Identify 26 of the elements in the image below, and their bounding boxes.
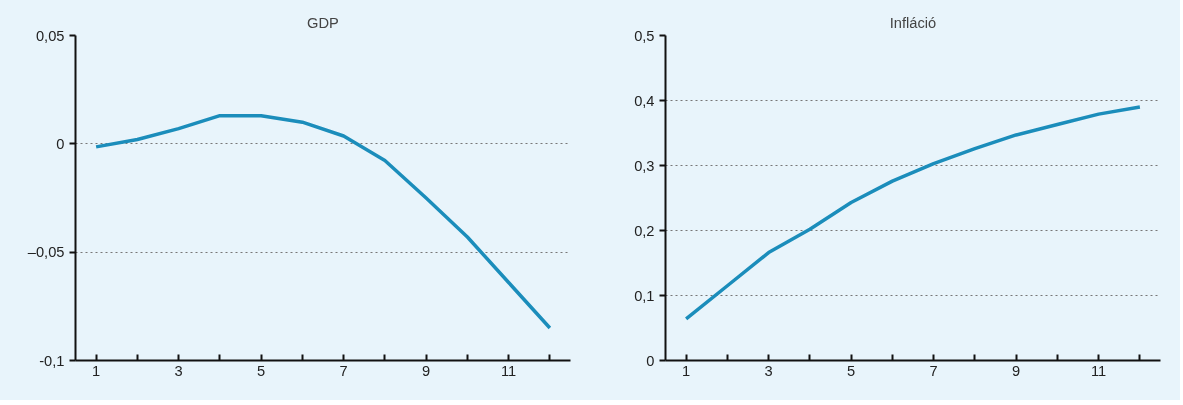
x-tick-label: 7 — [339, 362, 348, 379]
chart-title: GDP — [307, 14, 339, 31]
y-tick-label: 0 — [646, 352, 655, 369]
line-series — [94, 113, 552, 330]
y-tick-label: 0,4 — [634, 92, 655, 109]
chart-title: Infláció — [889, 14, 937, 31]
y-tick-label: -0,1 — [39, 352, 65, 369]
y-tick-label: 0 — [56, 135, 65, 152]
y-tick-label: –0,05 — [27, 244, 65, 261]
y-tick-label: 0,05 — [35, 27, 65, 44]
x-tick-label: 5 — [847, 362, 856, 379]
x-tick-label: 5 — [257, 362, 266, 379]
x-tick-label: 7 — [929, 362, 938, 379]
x-tick-label: 9 — [422, 362, 431, 379]
y-tick-label: 0,3 — [634, 157, 655, 174]
y-tick-label: 0,1 — [634, 287, 655, 304]
x-tick-label: 3 — [764, 362, 773, 379]
x-tick-label: 11 — [501, 362, 517, 379]
x-tick-label: 1 — [92, 362, 101, 379]
x-tick-label: 9 — [1012, 362, 1021, 379]
x-tick-label: 1 — [682, 362, 691, 379]
line-series — [684, 105, 1142, 321]
y-tick-label: 0,2 — [634, 222, 655, 239]
y-tick-label: 0,5 — [634, 27, 655, 44]
x-tick-label: 3 — [174, 362, 183, 379]
x-tick-label: 11 — [1091, 362, 1107, 379]
